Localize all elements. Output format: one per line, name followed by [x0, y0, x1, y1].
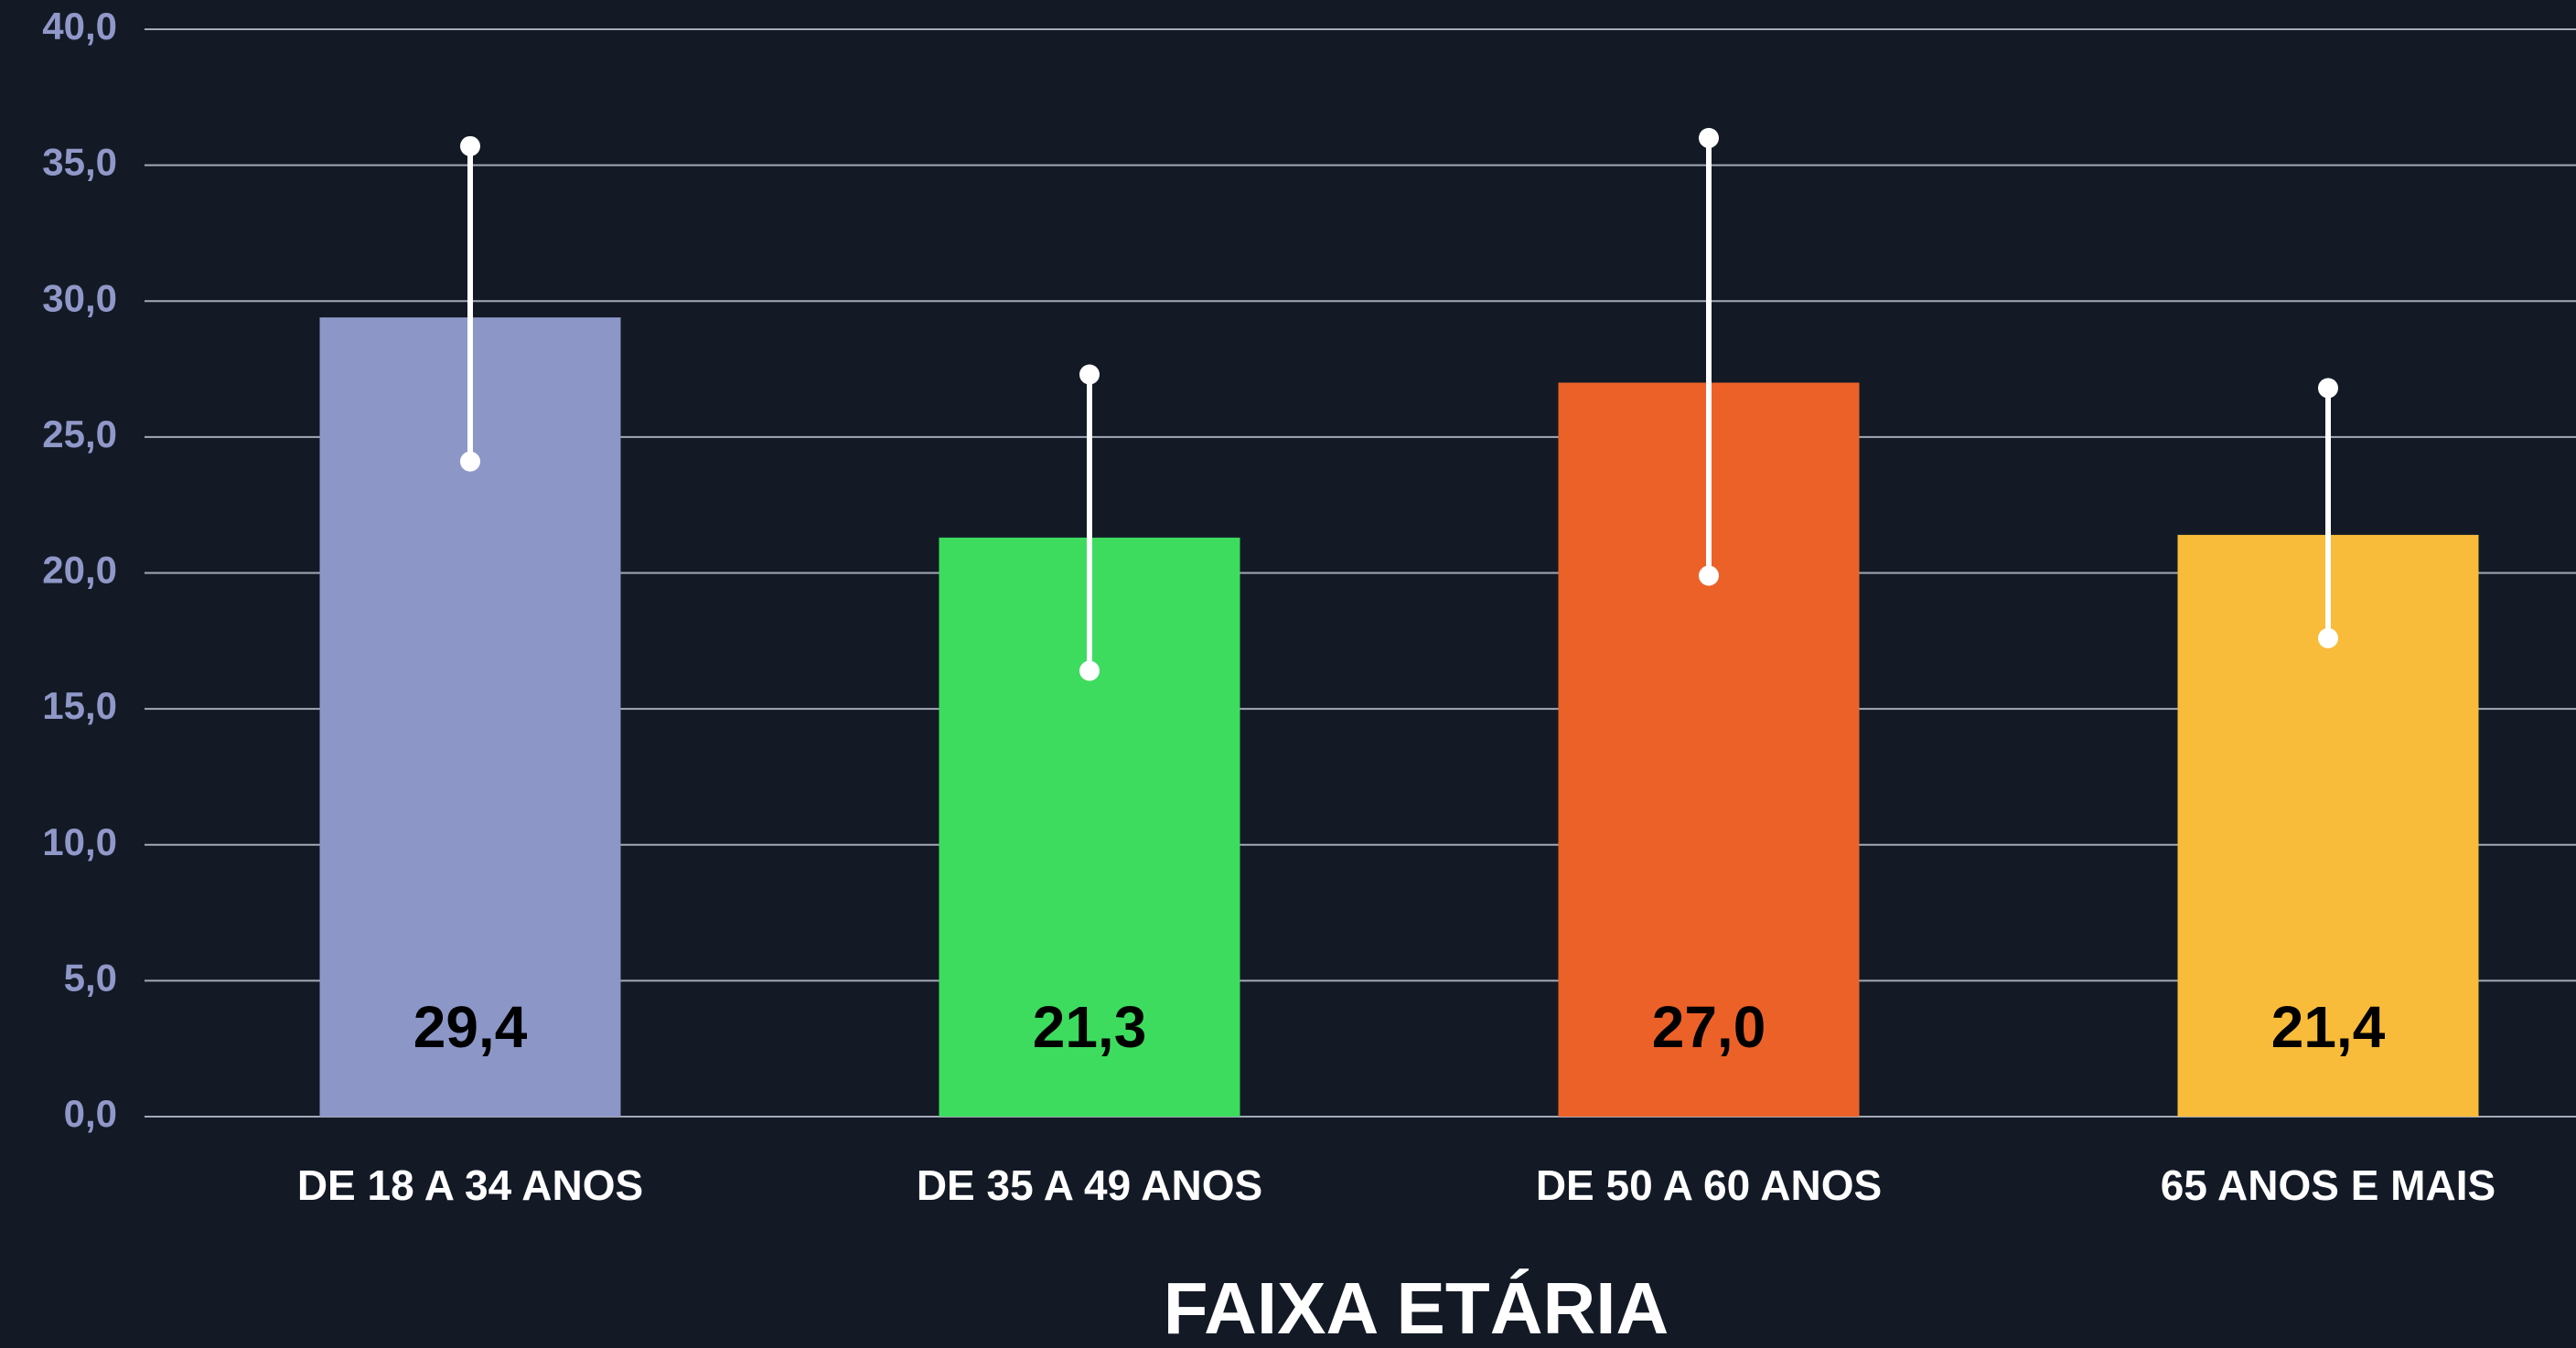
y-tick-label: 5,0: [64, 956, 117, 999]
y-tick-label: 0,0: [64, 1092, 117, 1135]
value-label: 27,0: [1652, 994, 1766, 1060]
error-high-cap: [2318, 378, 2338, 399]
y-tick-label: 40,0: [42, 5, 117, 48]
value-label: 29,4: [413, 994, 528, 1060]
x-tick-label: DE 50 A 60 ANOS: [1536, 1161, 1882, 1209]
error-low-cap: [460, 451, 480, 472]
y-tick-label: 30,0: [42, 276, 117, 319]
y-tick-label: 20,0: [42, 549, 117, 592]
error-low-cap: [2318, 627, 2338, 648]
y-tick-label: 25,0: [42, 412, 117, 455]
value-label: 21,3: [1033, 994, 1147, 1060]
error-low-cap: [1079, 660, 1100, 681]
y-tick-label: 10,0: [42, 820, 117, 863]
y-tick-label: 15,0: [42, 684, 117, 727]
x-tick-label: 65 ANOS E MAIS: [2161, 1161, 2496, 1209]
y-tick-label: 35,0: [42, 141, 117, 184]
error-high-cap: [460, 135, 480, 156]
error-low-cap: [1699, 565, 1719, 586]
x-tick-label: DE 18 A 34 ANOS: [297, 1161, 643, 1209]
error-high-cap: [1699, 127, 1719, 148]
x-tick-label: DE 35 A 49 ANOS: [917, 1161, 1262, 1209]
x-axis-label: FAIXA ETÁRIA: [1164, 1268, 1669, 1348]
error-high-cap: [1079, 364, 1100, 385]
value-label: 21,4: [2271, 994, 2386, 1060]
